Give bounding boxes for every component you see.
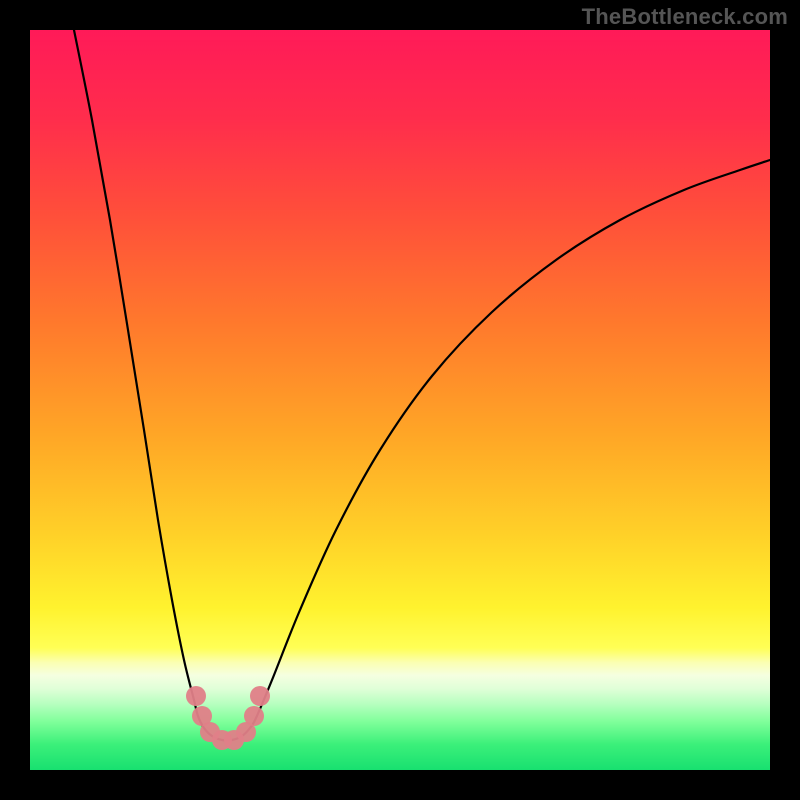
valley-marker: [244, 706, 264, 726]
valley-marker: [250, 686, 270, 706]
chart-container: TheBottleneck.com: [0, 0, 800, 800]
gradient-background: [30, 30, 770, 770]
bottleneck-chart: [0, 0, 800, 800]
watermark-text: TheBottleneck.com: [582, 4, 788, 30]
valley-marker: [186, 686, 206, 706]
